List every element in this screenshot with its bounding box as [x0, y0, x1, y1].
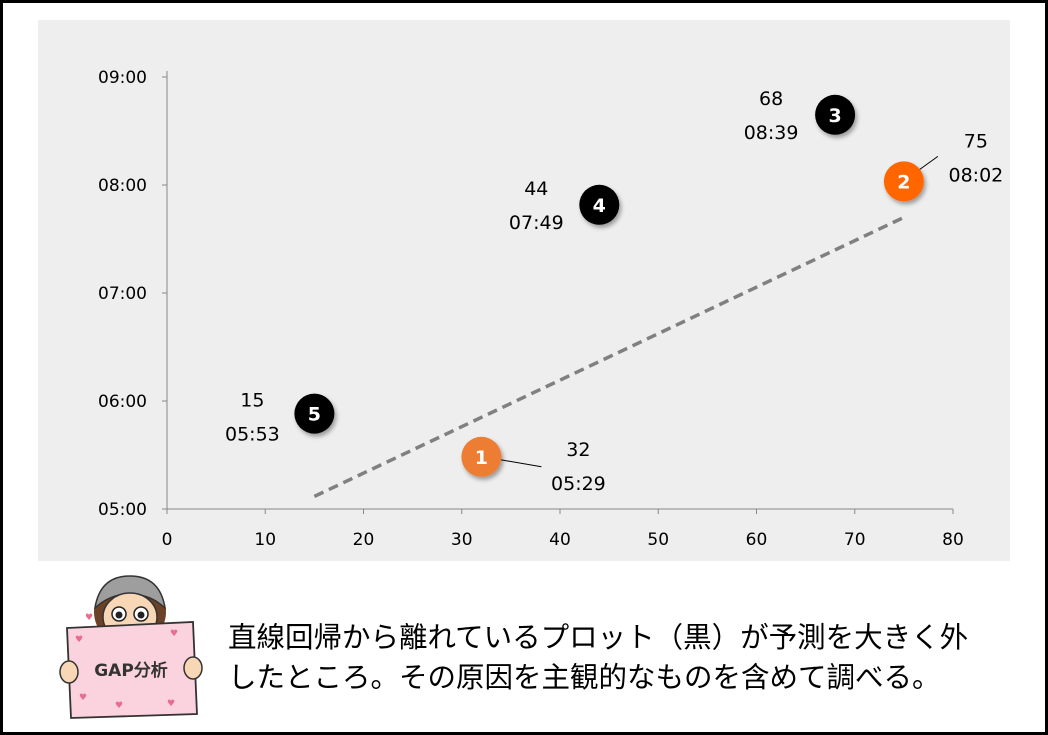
data-point-id: 2: [897, 171, 910, 193]
x-tick-label: 0: [162, 530, 173, 550]
data-point-marker: [461, 436, 502, 477]
data-label-x: 68: [759, 88, 783, 110]
x-tick-label: 50: [647, 530, 669, 550]
data-point-marker: [815, 94, 856, 135]
y-tick-label: 09:00: [98, 68, 147, 88]
svg-text:♥: ♥: [167, 699, 175, 709]
data-label-y: 08:02: [948, 164, 1003, 186]
data-label-y: 08:39: [744, 122, 799, 144]
girl-holding-sign-icon: ♥ ♥ ♥ ♥ ♥ ♥ GAP分析: [59, 575, 203, 719]
svg-text:♥: ♥: [115, 701, 123, 711]
y-tick-label: 05:00: [98, 500, 147, 520]
trendline: [313, 215, 905, 498]
x-tick-label: 80: [942, 530, 964, 550]
x-tick-label: 30: [451, 530, 473, 550]
data-point-marker: [883, 161, 924, 202]
x-tick-label: 60: [746, 530, 768, 550]
y-tick-label: 07:00: [98, 284, 147, 304]
svg-text:♥: ♥: [85, 613, 93, 623]
chart-trendline-group: [313, 215, 905, 498]
data-label-x: 32: [566, 439, 590, 461]
y-tick-label: 06:00: [98, 392, 147, 412]
sign-text: GAP分析: [94, 660, 168, 681]
data-label-y: 05:29: [551, 473, 606, 495]
data-point-marker: [294, 393, 335, 434]
data-point-marker: [579, 184, 620, 225]
chart-axes: [166, 71, 953, 510]
x-tick-label: 70: [844, 530, 866, 550]
caption: 直線回帰から離れているプロット（黒）が予測を大きく外 したところ。その原因を主観…: [228, 618, 1018, 698]
svg-text:♥: ♥: [79, 693, 87, 703]
svg-text:♥: ♥: [170, 629, 178, 639]
data-point-id: 3: [828, 105, 841, 127]
y-tick-label: 08:00: [98, 176, 147, 196]
x-tick-label: 20: [353, 530, 375, 550]
svg-text:♥: ♥: [75, 635, 83, 645]
data-label-y: 07:49: [509, 212, 564, 234]
data-label-x: 15: [240, 390, 264, 412]
data-label-x: 75: [964, 130, 988, 152]
x-tick-label: 10: [254, 530, 276, 550]
x-tick-label: 40: [549, 530, 571, 550]
chart-tick-labels: 0 10 20 30 40 50 60 70 80 05:00 06:00 07:00 08:00 09:…: [98, 68, 964, 550]
data-point-id: 1: [475, 447, 488, 469]
caption-line-2: したところ。その原因を主観的なものを含めて調べる。: [228, 661, 941, 694]
data-point-id: 5: [308, 404, 321, 426]
data-label-y: 05:53: [225, 424, 280, 446]
caption-line-1: 直線回帰から離れているプロット（黒）が予測を大きく外: [228, 621, 969, 654]
data-point-id: 4: [593, 195, 606, 217]
data-label-x: 44: [524, 178, 548, 200]
